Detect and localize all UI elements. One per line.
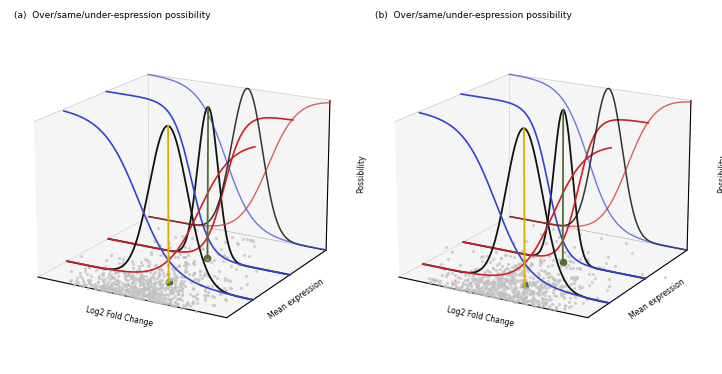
Y-axis label: Mean expression: Mean expression — [266, 277, 325, 321]
X-axis label: Log2 Fold Change: Log2 Fold Change — [85, 305, 154, 328]
Y-axis label: Mean expression: Mean expression — [627, 277, 686, 321]
Text: (b)  Over/same/under-espression possibility: (b) Over/same/under-espression possibili… — [375, 11, 573, 20]
Text: (a)  Over/same/under-espression possibility: (a) Over/same/under-espression possibili… — [14, 11, 211, 20]
X-axis label: Log2 Fold Change: Log2 Fold Change — [446, 305, 515, 328]
